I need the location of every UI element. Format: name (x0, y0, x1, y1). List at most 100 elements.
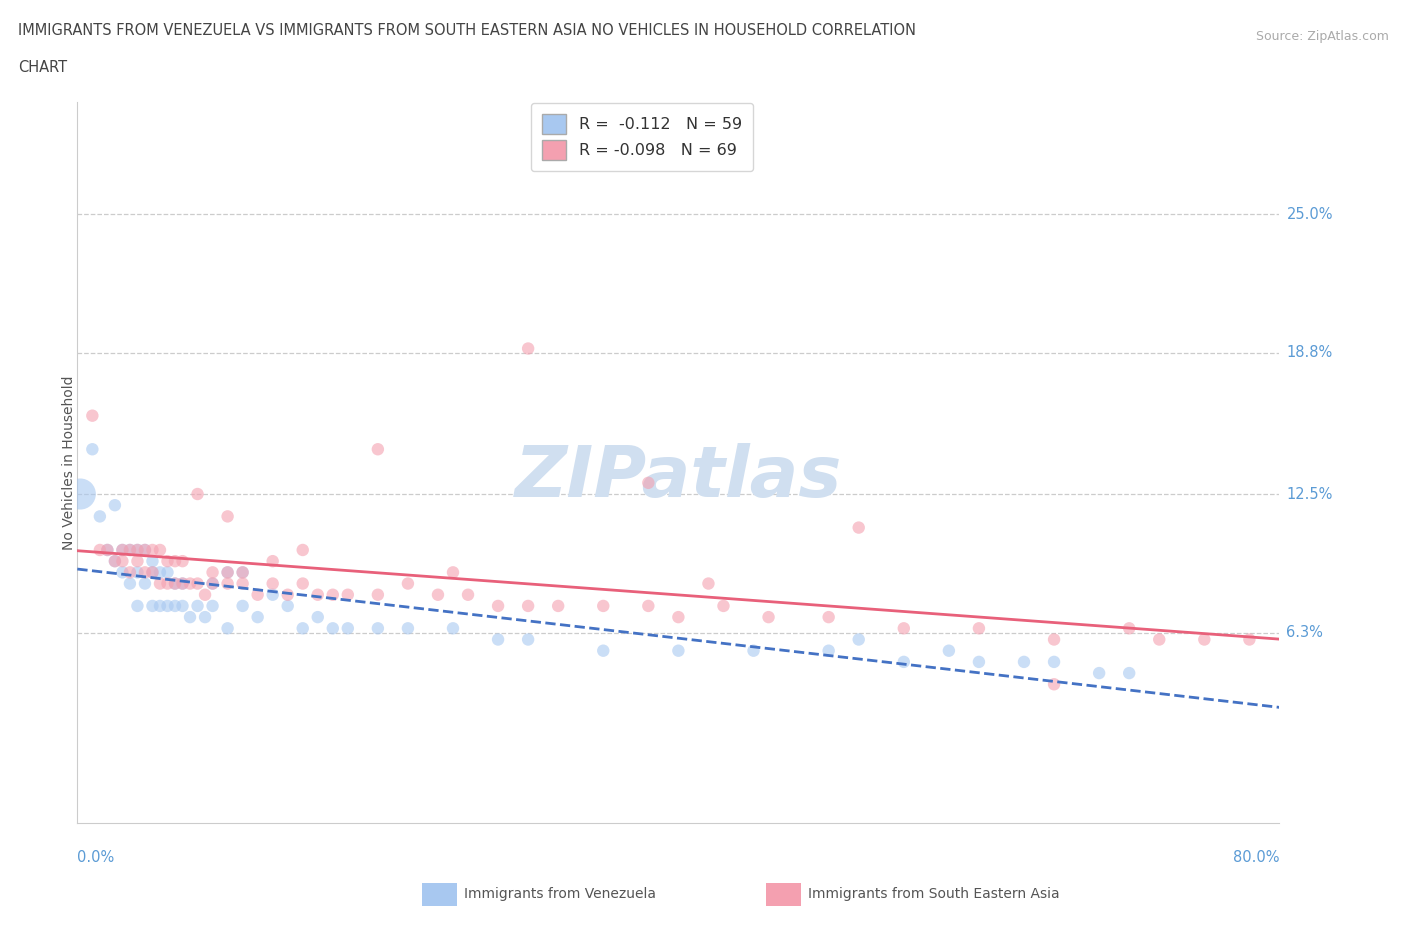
Point (1239, 632, 1261, 647)
Point (367, 588, 389, 603)
Point (713, 599, 735, 614)
Point (1194, 632, 1216, 647)
Point (127, 599, 149, 614)
Point (118, 576, 141, 591)
Point (336, 588, 359, 603)
Point (217, 621, 239, 636)
Point (517, 632, 540, 647)
Point (336, 621, 359, 636)
Point (517, 341, 540, 356)
Point (156, 565, 179, 579)
Point (201, 599, 224, 614)
Point (291, 542, 314, 557)
Text: CHART: CHART (18, 60, 67, 75)
Point (217, 565, 239, 579)
Text: 80.0%: 80.0% (1233, 850, 1279, 865)
Point (592, 644, 614, 658)
Point (186, 576, 209, 591)
Text: 6.3%: 6.3% (1286, 625, 1323, 640)
Point (82, 408, 104, 423)
Point (457, 588, 479, 603)
Text: Immigrants from Venezuela: Immigrants from Venezuela (464, 886, 657, 901)
Point (262, 553, 284, 568)
Point (89, 509, 111, 524)
Point (163, 576, 186, 591)
Point (246, 610, 269, 625)
Point (156, 553, 179, 568)
Point (127, 553, 149, 568)
Point (322, 588, 344, 603)
Point (194, 588, 217, 603)
Point (486, 599, 509, 614)
Point (441, 565, 464, 579)
Point (262, 576, 284, 591)
Point (156, 599, 179, 614)
Point (149, 542, 172, 557)
Point (111, 542, 134, 557)
Point (817, 610, 839, 625)
Point (149, 599, 172, 614)
Point (232, 565, 254, 579)
Point (141, 553, 163, 568)
Point (179, 610, 201, 625)
Point (1043, 655, 1066, 670)
Point (118, 542, 141, 557)
Text: 25.0%: 25.0% (1286, 206, 1333, 221)
Point (201, 576, 224, 591)
Point (967, 621, 990, 636)
Point (758, 610, 780, 625)
Point (156, 576, 179, 591)
Point (69, 486, 91, 501)
Point (817, 644, 839, 658)
Point (277, 599, 299, 614)
Point (697, 576, 720, 591)
Point (396, 621, 419, 636)
Point (172, 599, 194, 614)
Point (134, 565, 156, 579)
Point (149, 576, 172, 591)
Point (262, 588, 284, 603)
Point (186, 486, 209, 501)
Point (163, 576, 186, 591)
Text: 0.0%: 0.0% (77, 850, 114, 865)
Point (1118, 666, 1140, 681)
Point (637, 475, 659, 490)
Point (127, 542, 149, 557)
Point (232, 599, 254, 614)
Point (217, 565, 239, 579)
Point (848, 520, 870, 535)
Point (1043, 632, 1066, 647)
Point (322, 621, 344, 636)
Point (307, 610, 329, 625)
Text: ZIPatlas: ZIPatlas (515, 443, 842, 512)
Point (893, 655, 915, 670)
Point (486, 632, 509, 647)
Text: 12.5%: 12.5% (1286, 486, 1333, 501)
Point (149, 565, 172, 579)
Point (232, 565, 254, 579)
Point (1012, 655, 1035, 670)
Legend: R =  -0.112   N = 59, R = -0.098   N = 69: R = -0.112 N = 59, R = -0.098 N = 69 (531, 103, 754, 171)
Point (201, 565, 224, 579)
Point (104, 498, 127, 512)
Point (441, 621, 464, 636)
Text: Immigrants from South Eastern Asia: Immigrants from South Eastern Asia (808, 886, 1060, 901)
Text: 18.8%: 18.8% (1286, 346, 1333, 361)
Point (111, 542, 134, 557)
Y-axis label: No Vehicles in Household: No Vehicles in Household (62, 376, 76, 550)
Point (307, 588, 329, 603)
Point (938, 644, 960, 658)
Point (1043, 677, 1066, 692)
Point (163, 599, 186, 614)
Point (367, 442, 389, 457)
Point (517, 599, 540, 614)
Point (127, 542, 149, 557)
Point (172, 553, 194, 568)
Point (668, 610, 690, 625)
Point (118, 542, 141, 557)
Point (186, 599, 209, 614)
Point (1118, 621, 1140, 636)
Point (201, 576, 224, 591)
Point (291, 621, 314, 636)
Point (396, 576, 419, 591)
